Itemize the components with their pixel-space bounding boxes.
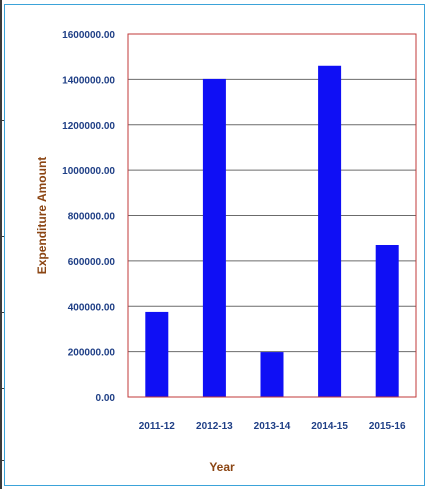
- y-tick-label: 200000.00: [68, 348, 116, 359]
- bar-2015-16: [375, 244, 399, 397]
- y-tick-label: 400000.00: [68, 302, 116, 313]
- x-axis-tick-labels: 2011-12 2012-13 2013-14 2014-15 2015-16: [139, 421, 406, 432]
- bar-2013-14: [260, 352, 284, 397]
- left-divider-tick: [0, 460, 4, 461]
- y-tick-label: 0.00: [96, 393, 116, 404]
- y-tick-label: 1200000.00: [62, 121, 115, 132]
- bar-2012-13: [202, 78, 226, 397]
- bars: [145, 65, 399, 397]
- y-tick-label: 800000.00: [68, 212, 116, 223]
- left-divider-tick: [0, 388, 4, 389]
- left-divider-tick: [0, 120, 4, 121]
- gridlines: [128, 78, 416, 353]
- left-divider-tick: [0, 312, 4, 313]
- x-tick-label: 2015-16: [369, 421, 406, 432]
- left-divider-tick: [0, 236, 4, 237]
- x-tick-label: 2011-12: [139, 421, 176, 432]
- y-axis-title: Expenditure Amount: [35, 157, 49, 275]
- y-tick-label: 600000.00: [68, 257, 116, 268]
- y-tick-label: 1600000.00: [62, 30, 115, 41]
- plot-area-border: [127, 33, 417, 398]
- x-tick-label: 2012-13: [196, 421, 233, 432]
- y-tick-label: 1000000.00: [62, 166, 115, 177]
- left-divider: [0, 0, 2, 489]
- x-tick-label: 2014-15: [311, 421, 348, 432]
- bar-2011-12: [145, 311, 169, 397]
- x-axis-title: Year: [209, 460, 235, 474]
- x-tick-label: 2013-14: [254, 421, 291, 432]
- bar-2014-15: [318, 65, 342, 397]
- y-tick-label: 1400000.00: [62, 75, 115, 86]
- y-axis-tick-labels: 0.00 200000.00 400000.00 600000.00 800000.00…: [62, 30, 115, 404]
